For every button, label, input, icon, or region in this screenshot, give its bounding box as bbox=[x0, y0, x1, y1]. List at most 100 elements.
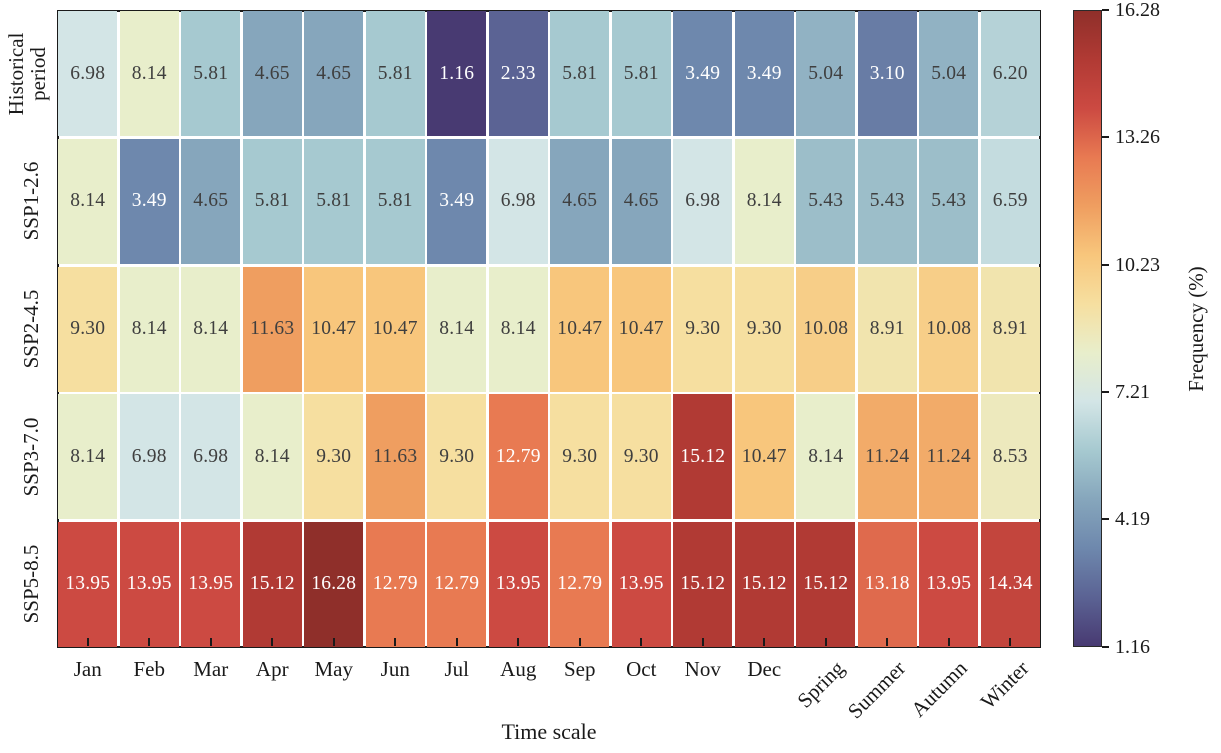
heatmap-cell: 8.14 bbox=[181, 266, 241, 392]
heatmap-cell: 3.10 bbox=[857, 11, 917, 137]
y-tick-label: Historical period bbox=[3, 32, 50, 116]
heatmap-cell: 6.20 bbox=[980, 11, 1040, 137]
colorbar-title: Frequency (%) bbox=[1184, 265, 1208, 392]
heatmap-cell: 12.79 bbox=[550, 521, 610, 647]
x-tick-mark bbox=[1009, 638, 1012, 646]
x-tick-mark bbox=[394, 638, 397, 646]
colorbar-tick-label: 1.16 bbox=[1115, 636, 1150, 658]
heatmap-cell: 15.12 bbox=[796, 521, 856, 647]
heatmap-cell: 6.59 bbox=[980, 138, 1040, 264]
x-tick-label: Jan bbox=[73, 657, 102, 681]
heatmap-cell: 8.91 bbox=[980, 266, 1040, 392]
heatmap-cell: 15.12 bbox=[734, 521, 794, 647]
heatmap-cell: 8.14 bbox=[796, 394, 856, 520]
heatmap-cell: 13.95 bbox=[181, 521, 241, 647]
x-tick-mark bbox=[517, 638, 520, 646]
colorbar-tick-label: 7.21 bbox=[1115, 381, 1150, 404]
colorbar-tick-mark bbox=[1102, 263, 1109, 266]
x-tick-label: Mar bbox=[193, 657, 229, 681]
heatmap-cell: 9.30 bbox=[550, 394, 610, 520]
heatmap-cell: 16.28 bbox=[304, 521, 364, 647]
heatmap-cell: 13.95 bbox=[488, 521, 548, 647]
x-tick-mark bbox=[332, 638, 335, 646]
x-tick-mark bbox=[640, 638, 643, 646]
heatmap-cell: 5.43 bbox=[857, 138, 917, 264]
heatmap-cell: 13.95 bbox=[919, 521, 979, 647]
heatmap-cell: 9.30 bbox=[304, 394, 364, 520]
y-tick-label: SSP3-7.0 bbox=[18, 417, 43, 496]
heatmap-cell: 13.95 bbox=[119, 521, 179, 647]
x-tick-label: May bbox=[314, 657, 354, 681]
y-tick-label: SSP1-2.6 bbox=[18, 162, 43, 241]
heatmap-cell: 3.49 bbox=[427, 138, 487, 264]
heatmap-cell: 5.43 bbox=[796, 138, 856, 264]
heatmap-cell: 12.79 bbox=[427, 521, 487, 647]
heatmap-cell: 8.14 bbox=[119, 11, 179, 137]
x-tick-label: Apr bbox=[255, 657, 289, 681]
heatmap-cell: 4.65 bbox=[181, 138, 241, 264]
x-tick-mark bbox=[886, 638, 889, 646]
heatmap-cell: 11.24 bbox=[919, 394, 979, 520]
heatmap-cell: 13.18 bbox=[857, 521, 917, 647]
x-tick-mark bbox=[148, 638, 151, 646]
heatmap-cell: 9.30 bbox=[611, 394, 671, 520]
heatmap-cell: 8.14 bbox=[488, 266, 548, 392]
heatmap-cell: 2.33 bbox=[488, 11, 548, 137]
x-tick-label: Aug bbox=[500, 657, 537, 681]
heatmap-cell: 5.81 bbox=[242, 138, 302, 264]
heatmap-cell: 4.65 bbox=[304, 11, 364, 137]
colorbar-tick-mark bbox=[1102, 518, 1109, 521]
x-tick-label: Winter bbox=[975, 656, 1034, 714]
x-tick-label: Feb bbox=[133, 657, 166, 681]
heatmap-cell: 10.47 bbox=[365, 266, 425, 392]
heatmap-cell: 12.79 bbox=[365, 521, 425, 647]
heatmap-cell: 1.16 bbox=[427, 11, 487, 137]
colorbar-tick-mark bbox=[1102, 646, 1109, 648]
heatmap-cell: 5.81 bbox=[304, 138, 364, 264]
heatmap-cell: 10.08 bbox=[919, 266, 979, 392]
colorbar-tick-mark bbox=[1102, 9, 1109, 11]
heatmap-cell: 15.12 bbox=[242, 521, 302, 647]
x-tick-label: Summer bbox=[842, 656, 911, 724]
colorbar-tick-label: 4.19 bbox=[1115, 508, 1150, 531]
x-tick-mark bbox=[947, 638, 950, 646]
heatmap-cell: 10.47 bbox=[611, 266, 671, 392]
heatmap-cell: 8.14 bbox=[58, 394, 118, 520]
heatmap-cell: 8.14 bbox=[734, 138, 794, 264]
heatmap-cell: 10.08 bbox=[796, 266, 856, 392]
heatmap-cell: 5.81 bbox=[365, 138, 425, 264]
x-tick-label: Oct bbox=[626, 657, 657, 681]
x-tick-label: Sep bbox=[564, 657, 596, 681]
heatmap-cell: 13.95 bbox=[58, 521, 118, 647]
heatmap-cell: 8.53 bbox=[980, 394, 1040, 520]
heatmap-cell: 5.81 bbox=[365, 11, 425, 137]
colorbar-tick-label: 10.23 bbox=[1115, 253, 1160, 276]
x-tick-label: Jul bbox=[444, 657, 469, 681]
x-tick-mark bbox=[86, 638, 89, 646]
x-tick-mark bbox=[209, 638, 212, 646]
heatmap-cell: 9.30 bbox=[673, 266, 733, 392]
heatmap-cell: 8.14 bbox=[242, 394, 302, 520]
heatmap-cell: 6.98 bbox=[488, 138, 548, 264]
x-tick-mark bbox=[455, 638, 458, 646]
heatmap-cell: 14.34 bbox=[980, 521, 1040, 647]
heatmap-cell: 4.65 bbox=[242, 11, 302, 137]
heatmap-cell: 10.47 bbox=[304, 266, 364, 392]
heatmap-cell: 6.98 bbox=[181, 394, 241, 520]
heatmap-cell: 3.49 bbox=[119, 138, 179, 264]
x-tick-label: Nov bbox=[684, 657, 721, 681]
heatmap-cell: 10.47 bbox=[734, 394, 794, 520]
heatmap-cell: 4.65 bbox=[550, 138, 610, 264]
heatmap-cell: 10.47 bbox=[550, 266, 610, 392]
heatmap-cell: 5.81 bbox=[611, 11, 671, 137]
heatmap-cell: 15.12 bbox=[673, 521, 733, 647]
colorbar-tick-mark bbox=[1102, 391, 1109, 394]
heatmap-cell: 12.79 bbox=[488, 394, 548, 520]
x-tick-mark bbox=[824, 638, 827, 646]
heatmap-cell: 9.30 bbox=[427, 394, 487, 520]
x-tick-mark bbox=[271, 638, 274, 646]
x-tick-label: Jun bbox=[380, 657, 410, 681]
colorbar-tick-mark bbox=[1102, 136, 1109, 139]
heatmap-cell: 8.14 bbox=[427, 266, 487, 392]
